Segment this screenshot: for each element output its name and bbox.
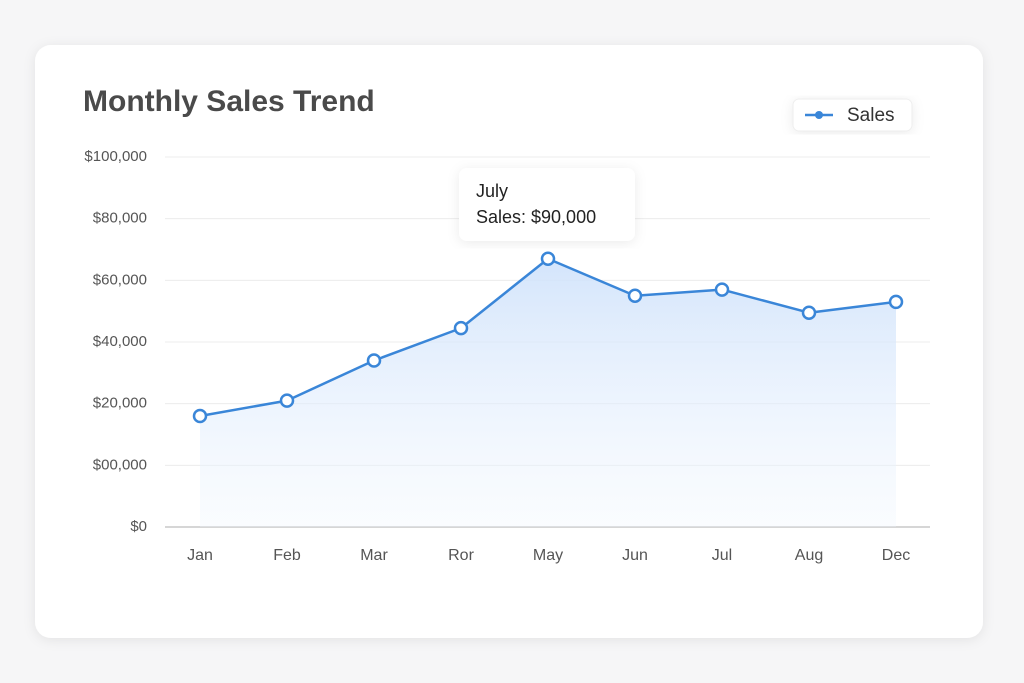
point: [453, 320, 469, 336]
tooltip: July Sales: $90,000: [459, 168, 635, 241]
point: [801, 305, 817, 320]
x-tick-label: Ror: [448, 547, 474, 564]
y-tick-label: $40,000: [93, 333, 147, 350]
y-tick-label: $20,000: [93, 395, 147, 412]
point: [627, 288, 643, 303]
x-tick-label: May: [533, 547, 563, 564]
y-tick-label: $80,000: [93, 210, 147, 227]
tooltip-box: [459, 168, 635, 241]
x-tick-label: Dec: [882, 547, 910, 564]
y-baseline-label: $0: [130, 518, 147, 535]
legend: Sales: [792, 98, 913, 132]
y-tick-label: $60,000: [93, 271, 147, 288]
chart-title: Monthly Sales Trend: [83, 85, 375, 118]
point: [540, 251, 556, 266]
legend-marker: [815, 111, 823, 119]
x-tick-label: Feb: [273, 547, 301, 564]
tooltip-title: July: [476, 181, 508, 201]
legend-box: [792, 98, 913, 132]
x-tick-label: Jul: [712, 547, 732, 564]
area: [200, 258, 896, 527]
point: [192, 408, 208, 424]
point: [888, 294, 904, 310]
x-tick-label: Jun: [622, 547, 648, 564]
x-tick-label: Jan: [187, 547, 213, 564]
tooltip-text: Sales: $90,000: [476, 207, 596, 227]
y-tick-label: $00,000: [93, 456, 147, 473]
x-tick-label: Aug: [795, 547, 823, 564]
point: [279, 393, 295, 408]
point: [714, 282, 730, 297]
y-tick-label: $100,000: [84, 148, 147, 165]
x-tick-label: Mar: [360, 547, 388, 564]
point: [366, 353, 382, 368]
legend-label: Sales: [847, 105, 895, 126]
